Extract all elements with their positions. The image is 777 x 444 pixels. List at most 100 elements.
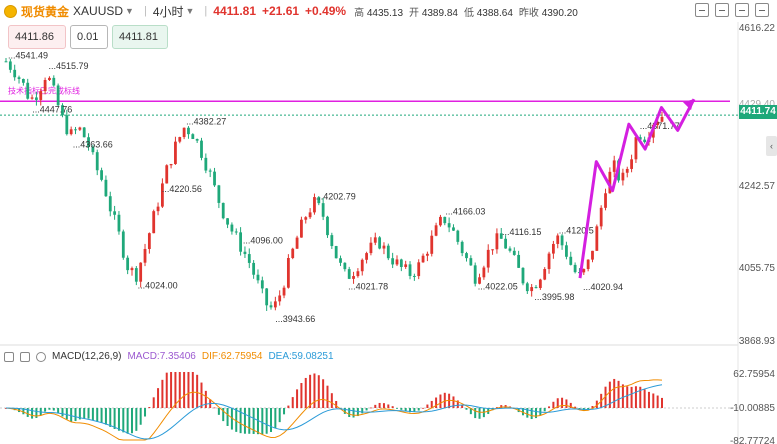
macd-histogram-bar bbox=[213, 407, 216, 409]
macd-histogram-bar bbox=[443, 392, 446, 408]
macd-histogram-bar bbox=[352, 408, 355, 418]
macd-histogram-bar bbox=[543, 408, 546, 412]
collapse-icon[interactable] bbox=[4, 351, 14, 362]
candle-body bbox=[465, 253, 468, 259]
macd-histogram-bar bbox=[322, 379, 325, 408]
macd-histogram-bar bbox=[548, 406, 551, 408]
macd-histogram-bar bbox=[183, 372, 186, 408]
chevron-down-icon[interactable]: ▼ bbox=[125, 6, 134, 16]
macd-histogram-bar bbox=[621, 384, 624, 408]
chart-type-icon[interactable] bbox=[735, 3, 749, 17]
candle-body bbox=[82, 127, 86, 138]
candle-body bbox=[486, 249, 490, 268]
toolbar-icons bbox=[695, 3, 769, 17]
macd-histogram-bar bbox=[31, 408, 34, 419]
price-annotation: ...4021.78 bbox=[348, 282, 388, 292]
macd-histogram-bar bbox=[230, 408, 233, 430]
price-annotation: ...4541.49 bbox=[8, 50, 48, 60]
settings-icon[interactable] bbox=[755, 3, 769, 17]
macd-histogram-bar bbox=[382, 403, 385, 408]
macd-histogram-bar bbox=[395, 408, 398, 409]
candle-body bbox=[321, 203, 325, 217]
sell-price-button[interactable]: 4411.86 bbox=[8, 25, 66, 49]
candle-body bbox=[365, 253, 368, 260]
quantity-input[interactable]: 0.01 bbox=[70, 25, 108, 49]
candle-body bbox=[95, 152, 99, 171]
candle-body bbox=[217, 185, 221, 203]
macd-histogram-bar bbox=[530, 408, 533, 420]
candle-body bbox=[35, 97, 38, 100]
macd-histogram-bar bbox=[126, 408, 129, 434]
interval-selector[interactable]: 4小时 bbox=[152, 4, 184, 19]
candle-body bbox=[408, 264, 412, 276]
indicator-icon[interactable] bbox=[715, 3, 729, 17]
candle-body bbox=[452, 227, 455, 231]
macd-histogram-bar bbox=[430, 400, 433, 408]
macd-histogram-bar bbox=[122, 408, 125, 433]
hide-icon[interactable] bbox=[20, 351, 30, 362]
macd-histogram-bar bbox=[200, 382, 203, 408]
macd-histogram-bar bbox=[239, 408, 242, 434]
candle-body bbox=[456, 230, 460, 242]
candle-body bbox=[130, 268, 134, 271]
instrument-name[interactable]: 现货黄金 bbox=[21, 4, 70, 19]
candle-body bbox=[313, 197, 316, 213]
projection-arrowhead bbox=[683, 99, 694, 111]
chevron-left-icon[interactable]: ‹ bbox=[766, 136, 777, 156]
macd-histogram-bar bbox=[296, 389, 299, 408]
candle-body bbox=[43, 80, 47, 92]
macd-histogram-bar bbox=[595, 400, 598, 408]
macd-histogram-bar bbox=[78, 408, 81, 420]
macd-histogram-bar bbox=[96, 408, 99, 422]
macd-histogram-bar bbox=[591, 405, 594, 408]
macd-histogram-bar bbox=[634, 386, 637, 408]
price-annotation: ...3995.98 bbox=[534, 292, 574, 302]
candle-body bbox=[13, 69, 17, 78]
candle-body bbox=[326, 216, 329, 236]
macd-title[interactable]: MACD(12,26,9) bbox=[52, 351, 122, 362]
candle-body bbox=[591, 250, 594, 260]
candle-body bbox=[582, 268, 586, 273]
drawing-tools-icon[interactable] bbox=[695, 3, 709, 17]
y-axis-label: 3868.93 bbox=[738, 336, 775, 347]
macd-histogram-bar bbox=[74, 408, 77, 422]
macd-histogram-bar bbox=[178, 372, 181, 408]
price-annotation: ...4166.03 bbox=[445, 206, 485, 216]
candle-body bbox=[291, 248, 295, 258]
candle-body bbox=[608, 171, 612, 194]
macd-histogram-bar bbox=[378, 402, 381, 408]
candle-body bbox=[265, 288, 269, 306]
macd-histogram-bar bbox=[270, 408, 273, 432]
macd-histogram-bar bbox=[452, 396, 455, 408]
candle-body bbox=[239, 232, 242, 252]
price-annotation: ...4515.79 bbox=[48, 61, 88, 71]
candle-body bbox=[469, 258, 473, 266]
macd-histogram-bar bbox=[52, 408, 55, 411]
macd-histogram-bar bbox=[461, 405, 464, 408]
macd-header: MACD(12,26,9) MACD:7.35406 DIF:62.75954 … bbox=[4, 351, 334, 362]
candle-body bbox=[499, 233, 503, 239]
macd-histogram-bar bbox=[526, 408, 529, 418]
candle-body bbox=[625, 168, 629, 173]
candle-body bbox=[234, 231, 238, 233]
macd-histogram-bar bbox=[469, 408, 472, 415]
macd-histogram-bar bbox=[226, 408, 229, 426]
candle-body bbox=[121, 231, 125, 258]
macd-histogram-bar bbox=[152, 397, 155, 408]
candle-body bbox=[343, 262, 347, 270]
instrument-symbol[interactable]: XAUUSD bbox=[73, 4, 124, 18]
buy-price-button[interactable]: 4411.81 bbox=[112, 25, 168, 49]
macd-histogram-bar bbox=[117, 408, 120, 431]
candle-body bbox=[478, 277, 481, 284]
candle-body bbox=[143, 248, 147, 263]
candle-body bbox=[278, 295, 282, 302]
candle-body bbox=[273, 301, 277, 308]
macd-histogram-bar bbox=[495, 407, 498, 408]
candle-body bbox=[208, 170, 212, 172]
candle-body bbox=[656, 121, 660, 125]
macd-axis-label: 62.75954 bbox=[733, 369, 775, 380]
chevron-down-icon[interactable]: ▼ bbox=[185, 6, 195, 16]
candle-body bbox=[200, 140, 203, 158]
settings-icon[interactable] bbox=[36, 351, 46, 362]
